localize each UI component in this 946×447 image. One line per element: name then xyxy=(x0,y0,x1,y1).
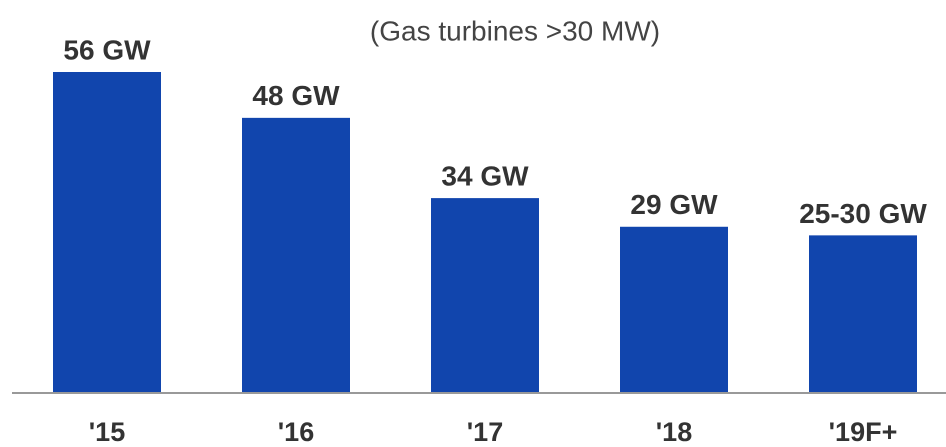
value-label: 34 GW xyxy=(441,160,529,191)
bar xyxy=(242,117,350,393)
x-tick-label: '15 xyxy=(89,417,125,447)
x-tick-label: '19F+ xyxy=(829,417,898,447)
x-tick-label: '17 xyxy=(467,417,503,447)
x-tick-label: '18 xyxy=(656,417,692,447)
value-label: 48 GW xyxy=(252,80,340,111)
value-label: 56 GW xyxy=(63,34,151,65)
bar xyxy=(431,198,539,393)
value-label: 29 GW xyxy=(630,189,718,220)
value-label: 25-30 GW xyxy=(799,198,927,229)
x-tick-label: '16 xyxy=(278,417,314,447)
bar xyxy=(53,72,161,393)
chart-title: (Gas turbines >30 MW) xyxy=(370,15,660,46)
bar xyxy=(620,226,728,393)
bar xyxy=(809,235,917,393)
